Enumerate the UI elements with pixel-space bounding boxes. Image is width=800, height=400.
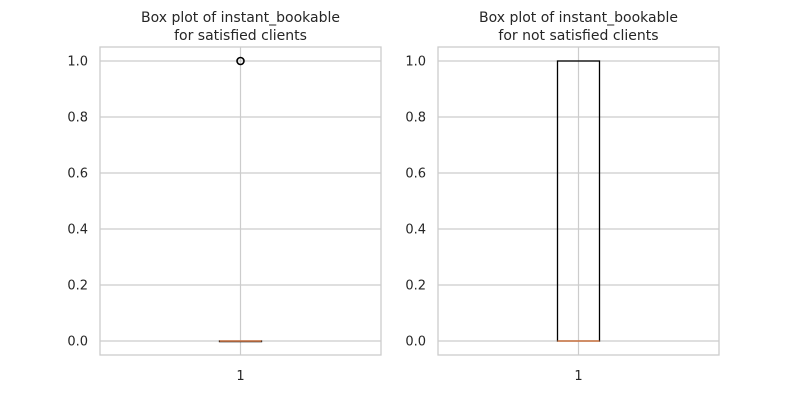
marks-satisfied — [218, 56, 263, 343]
y-tick-label: 0.8 — [67, 111, 88, 126]
y-ticks-satisfied: 0.0 0.2 0.4 0.6 0.8 1.0 — [67, 55, 88, 350]
grid-satisfied — [100, 47, 381, 355]
x-tick-label-satisfied: 1 — [236, 369, 244, 384]
y-tick-label: 0.4 — [67, 223, 88, 238]
y-tick-label: 0.2 — [67, 279, 88, 294]
box-plot-satisfied: Box plot of instant_bookable for satisfi… — [67, 10, 382, 384]
y-tick-label: 1.0 — [67, 55, 88, 70]
outlier-point — [236, 56, 245, 66]
chart-title-not-satisfied-line-1: Box plot of instant_bookable — [479, 10, 678, 26]
x-tick-label-not-satisfied: 1 — [574, 369, 582, 384]
y-tick-label: 0.6 — [405, 167, 426, 182]
y-tick-label: 0.0 — [67, 335, 88, 350]
chart-title-satisfied-line-1: Box plot of instant_bookable — [141, 10, 340, 26]
y-tick-label: 0.0 — [405, 335, 426, 350]
chart-title-satisfied-line-2: for satisfied clients — [174, 28, 307, 44]
y-tick-label: 0.4 — [405, 223, 426, 238]
y-tick-label: 0.6 — [67, 167, 88, 182]
marks-not-satisfied — [556, 60, 601, 342]
box-plot-not-satisfied: Box plot of instant_bookable for not sat… — [405, 10, 720, 384]
y-tick-label: 0.2 — [405, 279, 426, 294]
chart-title-not-satisfied-line-2: for not satisfied clients — [498, 28, 658, 44]
grid-not-satisfied — [438, 47, 719, 355]
y-tick-label: 1.0 — [405, 55, 426, 70]
y-tick-label: 0.8 — [405, 111, 426, 126]
y-ticks-not-satisfied: 0.0 0.2 0.4 0.6 0.8 1.0 — [405, 55, 426, 350]
